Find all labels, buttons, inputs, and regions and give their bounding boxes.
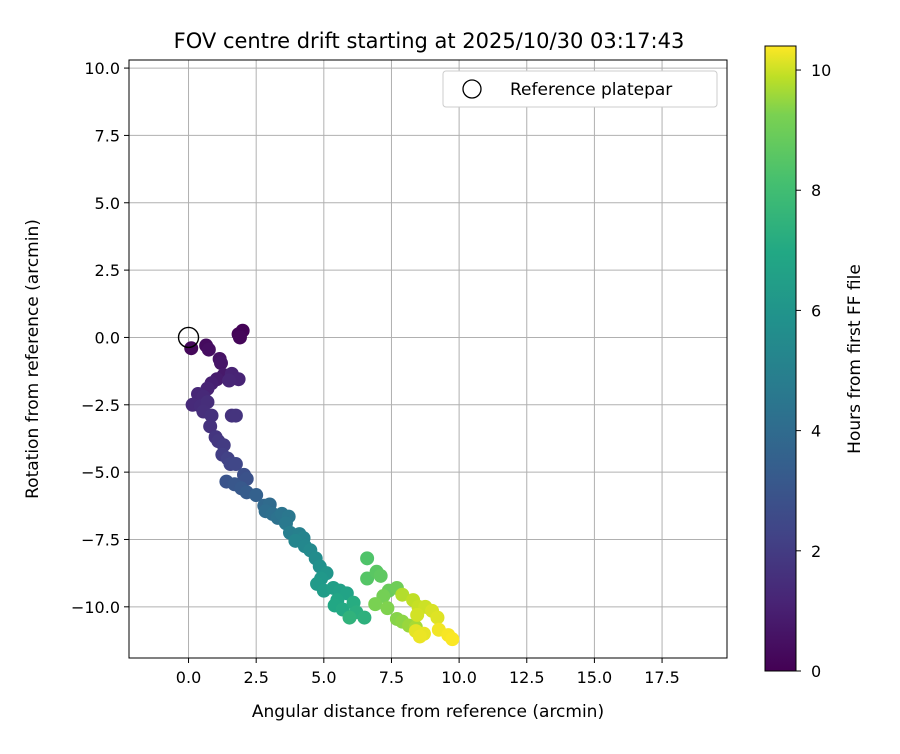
y-tick-label: 5.0 xyxy=(95,194,120,213)
colorbar: 0 2 4 6 8 10 Hours from first FF file xyxy=(764,45,865,681)
scatter-point xyxy=(357,610,372,625)
colorbar-tick-label: 10 xyxy=(811,61,831,80)
scatter-point xyxy=(360,551,375,566)
colorbar-tick-label: 4 xyxy=(811,422,821,441)
x-axis-label: Angular distance from reference (arcmin) xyxy=(252,702,604,722)
reference-platepar-marker xyxy=(177,326,200,349)
legend-box xyxy=(442,70,718,108)
x-tick-label: 17.5 xyxy=(644,668,680,687)
y-tick-label: 0.0 xyxy=(95,328,120,347)
scatter-point xyxy=(430,610,445,625)
colorbar-tick-label: 8 xyxy=(811,181,821,200)
colorbar-tick-label: 6 xyxy=(811,301,821,320)
scatter-series xyxy=(184,323,460,647)
scatter-point xyxy=(232,330,247,345)
y-tick-label: −2.5 xyxy=(81,396,120,415)
scatter-point xyxy=(368,597,383,612)
scatter-point xyxy=(412,629,427,644)
x-tick-label: 12.5 xyxy=(509,668,545,687)
scatter-point xyxy=(373,568,388,583)
scatter-point xyxy=(222,373,237,388)
y-tick-label: −5.0 xyxy=(81,463,120,482)
x-tick-label: 5.0 xyxy=(311,668,336,687)
scatter-point xyxy=(249,488,264,503)
x-tick-label: 15.0 xyxy=(577,668,613,687)
colorbar-label: Hours from first FF file xyxy=(845,264,865,454)
scatter-point xyxy=(204,408,219,423)
colorbar-gradient xyxy=(764,45,797,672)
scatter-point xyxy=(201,342,216,357)
x-axis-ticks: 0.0 2.5 5.0 7.5 10.0 12.5 15.0 17.5 xyxy=(176,658,680,687)
y-tick-label: 2.5 xyxy=(95,261,120,280)
x-tick-label: 0.0 xyxy=(176,668,201,687)
scatter-point xyxy=(228,457,243,472)
scatter-point xyxy=(342,610,357,625)
scatter-point xyxy=(410,607,425,622)
colorbar-tick-label: 0 xyxy=(811,662,821,681)
y-tick-label: −7.5 xyxy=(81,530,120,549)
scatter-point xyxy=(395,587,410,602)
legend-entry-label: Reference platepar xyxy=(510,80,672,100)
legend-open-circle-icon xyxy=(462,79,482,99)
legend: Reference platepar xyxy=(442,70,718,108)
scatter-point xyxy=(445,632,460,647)
x-tick-label: 7.5 xyxy=(379,668,404,687)
x-tick-label: 2.5 xyxy=(243,668,268,687)
y-tick-label: 7.5 xyxy=(95,126,120,145)
colorbar-ticks: 0 2 4 6 8 10 xyxy=(796,61,831,681)
colorbar-tick-label: 2 xyxy=(811,542,821,561)
scatter-point xyxy=(228,408,243,423)
plot-area-frame xyxy=(128,59,728,659)
x-tick-label: 10.0 xyxy=(441,668,477,687)
scatter-point xyxy=(380,601,395,616)
y-axis-label: Rotation from reference (arcmin) xyxy=(23,219,43,499)
y-tick-label: 10.0 xyxy=(84,59,120,78)
scatter-point xyxy=(203,419,218,434)
y-tick-label: −10.0 xyxy=(71,598,120,617)
y-axis-ticks: 10.0 7.5 5.0 2.5 0.0 −2.5 −5.0 −7.5 −10.0 xyxy=(71,59,129,617)
chart-title: FOV centre drift starting at 2025/10/30 … xyxy=(174,29,685,53)
scatter-point xyxy=(214,356,228,371)
